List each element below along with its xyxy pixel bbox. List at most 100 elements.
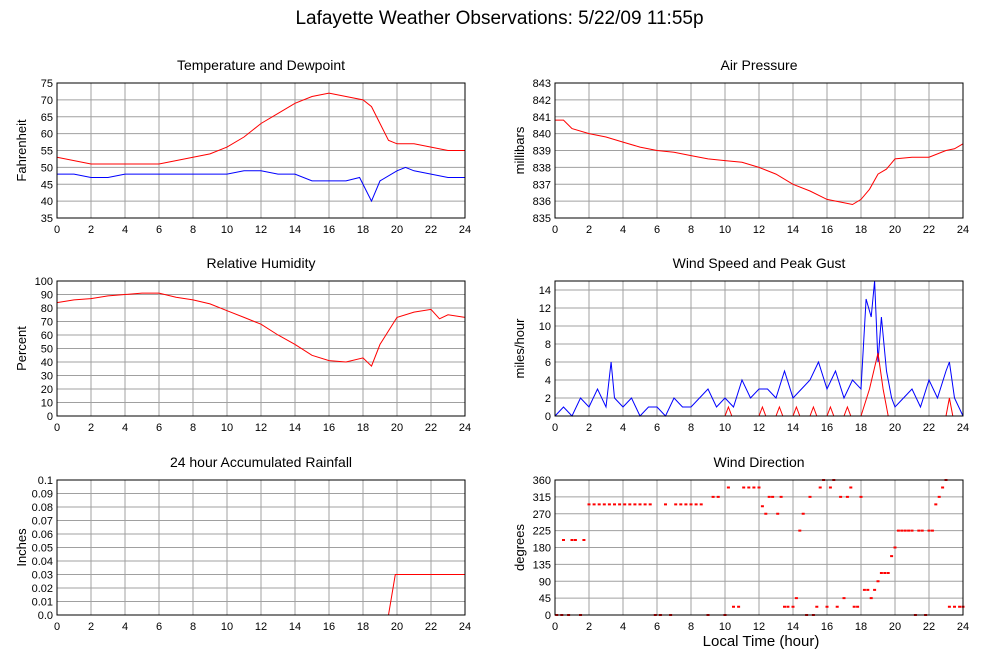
- data-point: [896, 529, 900, 532]
- y-tick-label: 8: [545, 339, 551, 351]
- x-tick-label: 20: [889, 224, 901, 236]
- y-tick-label: 14: [539, 285, 551, 297]
- x-tick-label: 0: [54, 621, 60, 633]
- data-point: [592, 503, 596, 506]
- x-tick-label: 16: [323, 224, 335, 236]
- x-tick-label: 6: [156, 422, 162, 434]
- x-tick-label: 16: [323, 422, 335, 434]
- data-point: [869, 597, 873, 600]
- chart-pressure: Air Pressuremillibars8358368378388398408…: [512, 57, 969, 236]
- x-tick-label: 20: [889, 422, 901, 434]
- data-point: [633, 503, 637, 506]
- data-point: [808, 495, 812, 498]
- data-point: [907, 529, 911, 532]
- chart-wind_direction: Wind Directiondegrees0459013518022527031…: [512, 454, 969, 633]
- series-line: [56, 292, 466, 367]
- x-tick-label: 8: [190, 621, 196, 633]
- y-tick-label: 837: [533, 179, 551, 191]
- data-point: [818, 486, 822, 489]
- data-point: [742, 486, 746, 489]
- y-tick-label: 315: [533, 492, 551, 504]
- y-tick-label: 0.07: [32, 516, 53, 528]
- x-tick-label: 14: [289, 422, 301, 434]
- y-tick-label: 0.01: [32, 597, 53, 609]
- x-tick-label: 16: [821, 422, 833, 434]
- y-axis-label: Fahrenheit: [14, 119, 29, 182]
- x-tick-label: 6: [654, 422, 660, 434]
- x-tick-label: 8: [688, 621, 694, 633]
- x-tick-label: 22: [425, 621, 437, 633]
- data-point: [862, 588, 866, 591]
- x-tick-label: 22: [923, 621, 935, 633]
- y-tick-label: 0.05: [32, 543, 53, 555]
- data-point: [890, 555, 894, 558]
- x-tick-label: 2: [88, 621, 94, 633]
- x-tick-label: 20: [391, 621, 403, 633]
- chart-temperature: Temperature and DewpointFahrenheit354045…: [14, 57, 471, 236]
- chart-rainfall: 24 hour Accumulated RainfallInches0.00.0…: [14, 454, 471, 633]
- data-point: [764, 512, 768, 515]
- data-point: [873, 588, 877, 591]
- x-tick-label: 18: [357, 621, 369, 633]
- y-tick-label: 0.09: [32, 489, 53, 501]
- data-point: [779, 495, 783, 498]
- data-point: [643, 503, 647, 506]
- y-tick-label: 6: [545, 357, 551, 369]
- data-point: [648, 503, 652, 506]
- y-tick-label: 60: [41, 330, 53, 342]
- x-tick-label: 4: [620, 422, 626, 434]
- y-tick-label: 10: [41, 398, 53, 410]
- x-tick-label: 18: [855, 422, 867, 434]
- data-point: [953, 605, 956, 608]
- y-tick-label: 65: [41, 112, 53, 124]
- x-tick-label: 0: [552, 224, 558, 236]
- data-point: [783, 605, 786, 608]
- y-tick-label: 100: [35, 276, 53, 288]
- x-tick-label: 12: [255, 422, 267, 434]
- y-tick-label: 360: [533, 475, 551, 487]
- data-point: [684, 503, 688, 506]
- data-point: [726, 486, 730, 489]
- data-point: [941, 486, 945, 489]
- data-point: [903, 529, 907, 532]
- data-point: [937, 495, 941, 498]
- x-tick-label: 6: [156, 224, 162, 236]
- y-tick-label: 135: [533, 559, 551, 571]
- data-point: [900, 529, 904, 532]
- x-tick-label: 18: [357, 224, 369, 236]
- data-point: [934, 503, 938, 506]
- y-tick-label: 4: [545, 375, 551, 387]
- x-tick-label: 18: [855, 224, 867, 236]
- x-tick-label: 10: [719, 422, 731, 434]
- x-tick-label: 20: [391, 224, 403, 236]
- y-tick-label: 270: [533, 509, 551, 521]
- y-tick-label: 0.0: [38, 610, 53, 622]
- y-tick-label: 0.02: [32, 583, 53, 595]
- y-tick-label: 836: [533, 196, 551, 208]
- chart-title: Wind Speed and Peak Gust: [673, 255, 846, 271]
- data-point: [958, 605, 962, 608]
- y-tick-label: 839: [533, 146, 551, 158]
- x-tick-label: 0: [552, 621, 558, 633]
- data-point: [852, 605, 856, 608]
- data-point: [859, 495, 863, 498]
- x-tick-label: 16: [323, 621, 335, 633]
- data-point: [716, 495, 720, 498]
- data-point: [776, 512, 780, 515]
- y-tick-label: 30: [41, 371, 53, 383]
- x-tick-label: 16: [821, 621, 833, 633]
- data-point: [876, 580, 880, 583]
- data-point: [886, 572, 890, 574]
- y-axis-label: millibars: [512, 126, 527, 174]
- data-point: [747, 486, 751, 489]
- x-tick-label: 4: [620, 224, 626, 236]
- y-tick-label: 80: [41, 303, 53, 315]
- y-tick-label: 60: [41, 129, 53, 141]
- x-tick-label: 2: [88, 422, 94, 434]
- data-point: [570, 539, 574, 541]
- data-point: [607, 503, 611, 506]
- data-point: [587, 503, 591, 506]
- data-point: [791, 605, 795, 608]
- data-point: [732, 605, 735, 608]
- data-point: [845, 495, 849, 498]
